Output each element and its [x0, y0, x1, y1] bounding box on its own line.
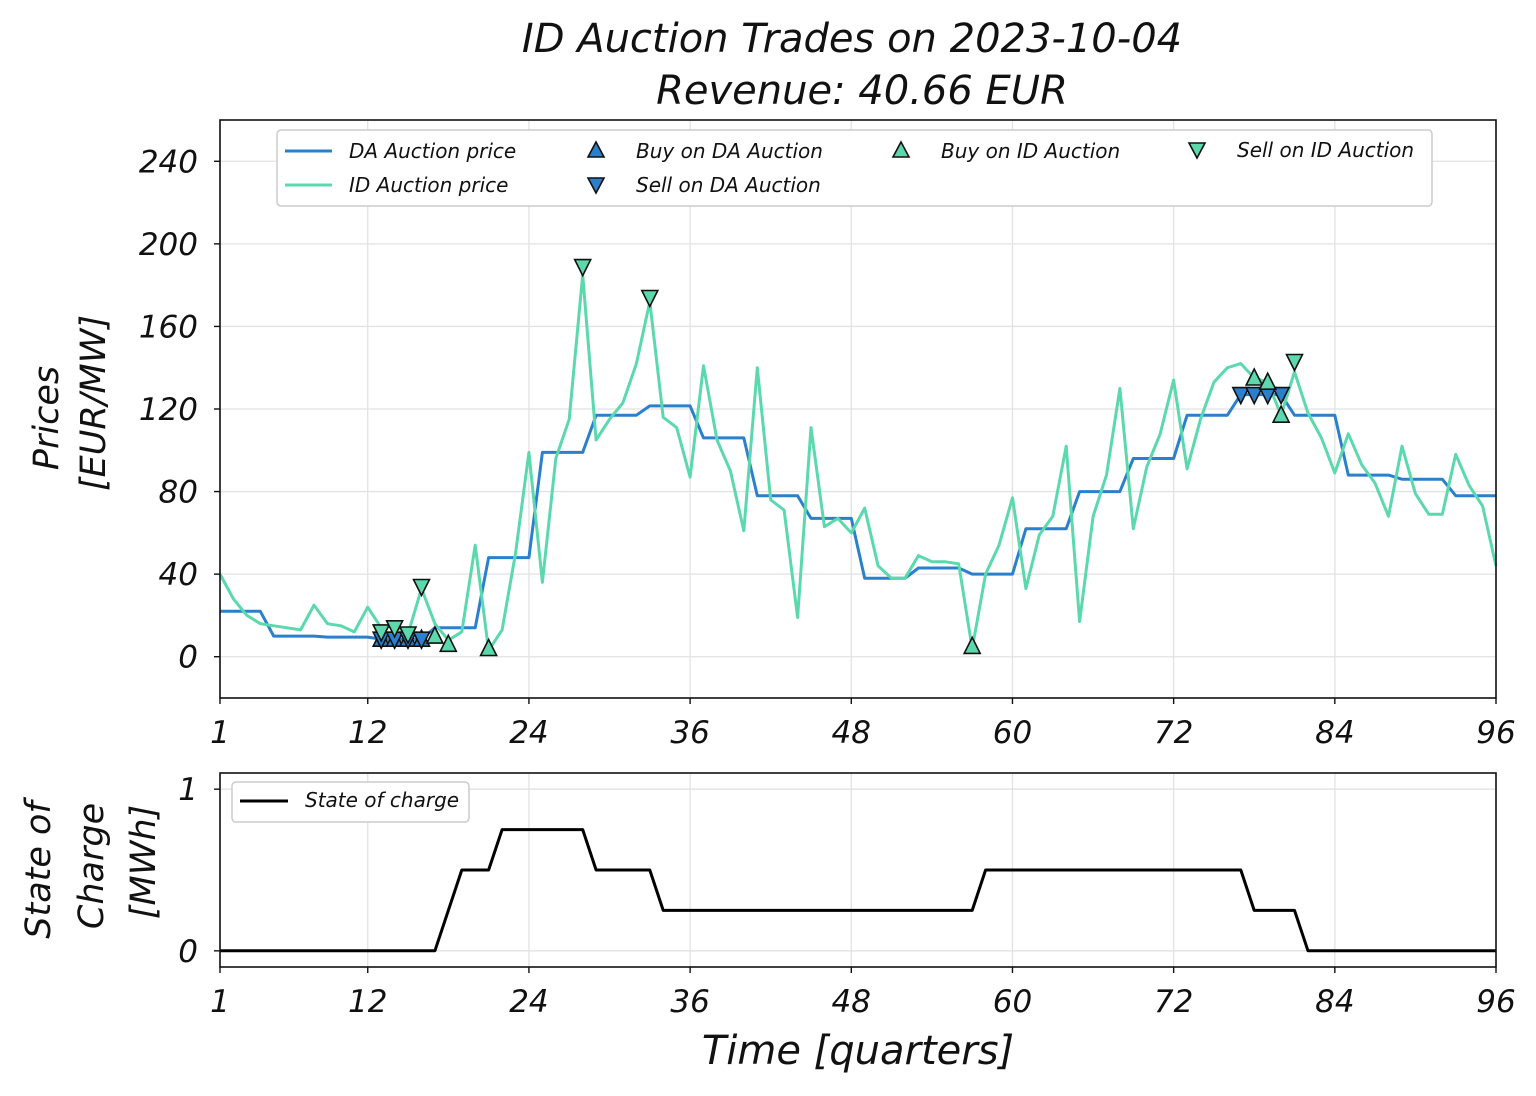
- prices-series: [218, 273, 1498, 652]
- legend-sell-id-label: Sell on ID Auction: [1237, 138, 1414, 162]
- prices-legend: DA Auction price ID Auction price Buy on…: [276, 129, 1433, 207]
- sell-da-marker: [412, 631, 431, 650]
- sell-id-marker: [412, 578, 431, 598]
- legend-buy-da-marker: [586, 140, 606, 158]
- sell-id-marker: [398, 626, 418, 645]
- trade-markers: [371, 258, 1304, 657]
- prices-ytick-label: 160: [139, 309, 198, 345]
- prices-ytick-label: 120: [139, 392, 198, 428]
- chart-title-line1: ID Auction Trades on 2023-10-04: [522, 16, 1182, 62]
- legend-id-price-label: ID Auction price: [349, 173, 508, 197]
- prices-xtick-label: 36: [670, 715, 709, 751]
- prices-ytick-label: 0: [178, 640, 198, 676]
- soc-ylabel-line1: State of: [19, 797, 59, 939]
- prices-ytick-label: 40: [159, 557, 198, 593]
- legend-buy-id-label: Buy on ID Auction: [941, 139, 1120, 163]
- sell-id-marker: [1285, 353, 1304, 373]
- prices-xtick-label: 96: [1476, 715, 1515, 751]
- prices-ylabel-line1: Prices: [27, 366, 67, 470]
- buy-id-marker: [962, 635, 982, 655]
- buy-id-marker: [479, 637, 498, 657]
- prices-xtick-label: 12: [348, 715, 387, 751]
- prices-ytick-label: 240: [139, 144, 198, 180]
- legend-buy-da-label: Buy on DA Auction: [636, 139, 823, 163]
- prices-xtick-label: 1: [210, 715, 230, 751]
- soc-ylabel-line2: Charge: [72, 803, 112, 929]
- soc-xlabel: Time [quarters]: [702, 1028, 1014, 1074]
- id-price-line: [218, 273, 1498, 652]
- legend-sell-id-marker: [1187, 142, 1207, 160]
- soc-xtick-label: 1: [210, 984, 230, 1020]
- sell-id-marker: [371, 624, 391, 643]
- sell-da-marker: [1244, 386, 1264, 406]
- soc-axes-frame: [219, 772, 1497, 968]
- soc-ylabel-line3: [MWh]: [124, 805, 164, 919]
- prices-xtick-label: 72: [1154, 715, 1193, 751]
- da-price-line: [220, 393, 1496, 641]
- prices-xtick-label: 84: [1315, 715, 1354, 751]
- soc-xtick-label: 48: [832, 984, 871, 1020]
- prices-xtick-label: 48: [832, 715, 871, 751]
- legend-da-price-label: DA Auction price: [349, 139, 516, 163]
- buy-id-marker: [1258, 371, 1277, 391]
- legend-soc-label: State of charge: [305, 788, 459, 812]
- prices-legend-box: [276, 129, 1433, 207]
- prices-xtick-label: 24: [509, 715, 548, 751]
- prices-xtick-label: 60: [993, 715, 1032, 751]
- prices-ticks: 1 12 24 36 48 60 72 84 96 0 40 80 120 160 200 240: [139, 144, 1516, 751]
- soc-xtick-label: 60: [993, 984, 1032, 1020]
- soc-ytick-label: 1: [178, 772, 198, 808]
- legend-sell-da-marker: [586, 177, 606, 195]
- buy-id-marker: [425, 625, 445, 644]
- prices-ytick-label: 200: [139, 227, 198, 263]
- soc-legend-box: [231, 781, 470, 823]
- sell-da-marker: [1231, 386, 1251, 406]
- soc-xtick-label: 36: [670, 984, 709, 1020]
- buy-id-marker: [439, 633, 458, 653]
- sell-id-marker: [385, 619, 404, 639]
- legend-sell-da-label: Sell on DA Auction: [636, 173, 821, 197]
- soc-legend: State of charge: [231, 781, 470, 823]
- soc-xtick-label: 24: [509, 984, 548, 1020]
- buy-id-marker: [1271, 404, 1291, 424]
- soc-xtick-label: 72: [1154, 984, 1193, 1020]
- soc-series: [220, 828, 1496, 953]
- chart-title-line2: Revenue: 40.66 EUR: [656, 68, 1068, 114]
- soc-line: [220, 828, 1496, 953]
- sell-id-marker: [573, 258, 592, 278]
- sell-id-marker: [640, 289, 660, 309]
- prices-ylabel-line2: [EUR/MW]: [74, 315, 114, 491]
- soc-xtick-label: 84: [1315, 984, 1354, 1020]
- soc-xtick-label: 12: [348, 984, 387, 1020]
- legend-buy-id-marker: [891, 140, 911, 158]
- buy-id-marker: [1244, 367, 1264, 386]
- soc-xtick-label: 96: [1476, 984, 1515, 1020]
- sell-da-marker: [1271, 386, 1291, 406]
- prices-ytick-label: 80: [159, 475, 198, 511]
- soc-ytick-label: 0: [178, 934, 198, 970]
